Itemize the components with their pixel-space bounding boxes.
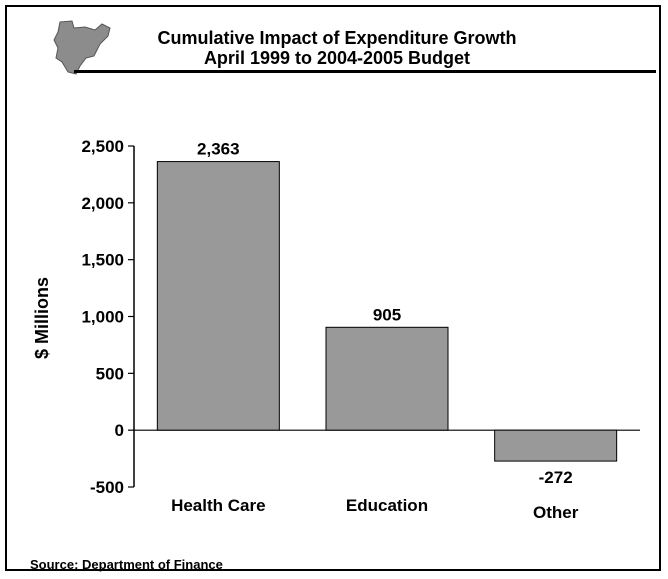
y-tick-label: 500 bbox=[96, 364, 124, 383]
y-tick-label: -500 bbox=[90, 478, 124, 497]
title-rule bbox=[74, 70, 656, 73]
source-note: Source: Department of Finance bbox=[30, 557, 223, 572]
y-tick-label: 1,000 bbox=[81, 308, 124, 327]
chart-title: Cumulative Impact of Expenditure Growth bbox=[157, 28, 517, 48]
bar-education bbox=[325, 326, 449, 431]
chart-frame bbox=[5, 5, 661, 571]
bar-other bbox=[494, 429, 618, 462]
x-category-label: Health Care bbox=[171, 496, 265, 515]
y-tick-label: 0 bbox=[115, 421, 124, 440]
map-icon bbox=[53, 20, 111, 75]
data-label: 905 bbox=[373, 305, 401, 324]
y-tick-label: 2,500 bbox=[81, 137, 124, 156]
data-label: -272 bbox=[539, 468, 573, 487]
x-category-label: Education bbox=[346, 496, 428, 515]
y-tick-label: 1,500 bbox=[81, 251, 124, 270]
y-tick-label: 2,000 bbox=[81, 194, 124, 213]
data-label: 2,363 bbox=[197, 140, 240, 159]
x-category-label: Other bbox=[533, 503, 579, 522]
chart-subtitle: April 1999 to 2004-2005 Budget bbox=[203, 48, 471, 68]
y-axis-label: $ Millions bbox=[32, 277, 52, 359]
bar-health-care bbox=[156, 161, 280, 431]
